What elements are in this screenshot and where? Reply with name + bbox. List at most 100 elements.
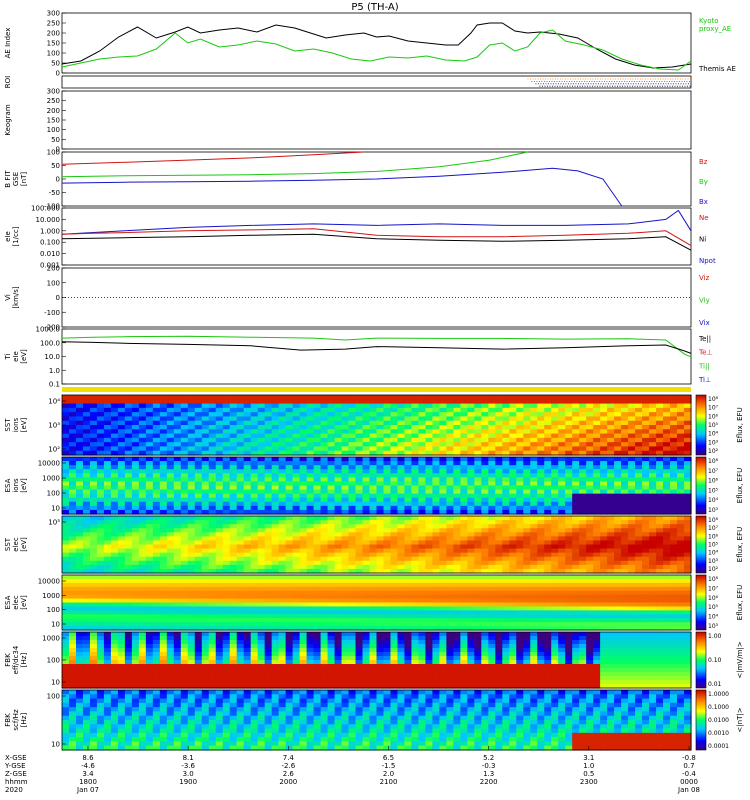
- heatmap-cell: [628, 528, 636, 533]
- heatmap-cell: [439, 536, 447, 542]
- heatmap-cell: [453, 469, 461, 474]
- heatmap-cell: [369, 626, 378, 631]
- heatmap-cell: [278, 618, 287, 623]
- heatmap-cell: [173, 395, 182, 400]
- heatmap-cell: [537, 407, 545, 413]
- heatmap-cell: [194, 594, 203, 600]
- heatmap-cell: [404, 582, 413, 588]
- heatmap-cell: [236, 578, 245, 584]
- heatmap-cell: [215, 407, 224, 413]
- heatmap-cell: [257, 493, 266, 499]
- heatmap-cell: [656, 473, 664, 478]
- heatmap-cell: [453, 520, 461, 525]
- heatmap-cell: [355, 407, 364, 413]
- heatmap-cell: [670, 509, 678, 515]
- heatmap-cell: [593, 560, 601, 566]
- heatmap-cell: [320, 497, 329, 503]
- heatmap-cell: [425, 469, 434, 474]
- colorbar-tick-label: 10⁸: [708, 517, 719, 524]
- heatmap-cell: [327, 520, 336, 525]
- heatmap-cell: [62, 469, 70, 474]
- heatmap-cell: [404, 501, 413, 507]
- heatmap-cell: [145, 437, 154, 443]
- heatmap-cell: [537, 536, 545, 542]
- heatmap-cell: [467, 407, 475, 413]
- heatmap-cell: [516, 509, 524, 515]
- heatmap-cell: [194, 586, 203, 592]
- heatmap-cell: [453, 465, 461, 470]
- heatmap-cell: [243, 509, 252, 515]
- heatmap-cell: [278, 461, 287, 466]
- heatmap-cell: [537, 501, 545, 507]
- heatmap-cell: [579, 485, 587, 491]
- heatmap-cell: [586, 407, 594, 413]
- heatmap-cell: [229, 578, 238, 584]
- heatmap-cell: [271, 556, 280, 562]
- heatmap-cell: [481, 590, 489, 596]
- heatmap-cell: [439, 618, 447, 623]
- heatmap-cell: [488, 429, 496, 435]
- heatmap-cell: [369, 501, 378, 507]
- heatmap-cell: [397, 528, 406, 533]
- heatmap-cell: [145, 442, 154, 448]
- heatmap-cell: [208, 509, 217, 515]
- heatmap-cell: [313, 594, 322, 600]
- heatmap-cell: [572, 548, 580, 554]
- heatmap-cell: [68, 505, 77, 511]
- legend-label: proxy_AE: [699, 25, 731, 33]
- heatmap-cell: [558, 618, 566, 623]
- heatmap-cell: [96, 481, 105, 487]
- heatmap-cell: [243, 560, 252, 566]
- heatmap-cell: [656, 446, 664, 452]
- heatmap-cell: [656, 412, 664, 418]
- heatmap-cell: [558, 556, 566, 562]
- ytick-label: 10⁵: [48, 519, 60, 527]
- heatmap-cell: [439, 520, 447, 525]
- heatmap-cell: [222, 578, 231, 584]
- heatmap-cell: [446, 465, 454, 470]
- heatmap-cell: [432, 626, 440, 631]
- heatmap-cell: [565, 403, 573, 409]
- heatmap-cell: [474, 469, 482, 474]
- heatmap-cell: [110, 564, 119, 570]
- heatmap-cell: [369, 528, 378, 533]
- heatmap-cell: [145, 556, 154, 562]
- heatmap-cell: [537, 485, 545, 491]
- heatmap-cell: [404, 536, 413, 542]
- heatmap-cell: [411, 407, 420, 413]
- heatmap-cell: [131, 532, 140, 537]
- heatmap-cell: [663, 501, 671, 507]
- heatmap-cell: [355, 582, 364, 588]
- heatmap-cell: [453, 610, 461, 615]
- heatmap-cell: [432, 556, 440, 562]
- heatmap-cell: [62, 610, 70, 615]
- heatmap-cell: [621, 548, 629, 554]
- ylabel-esa_ions: ions: [12, 478, 20, 493]
- heatmap-cell: [474, 509, 482, 515]
- heatmap-cell: [306, 407, 315, 413]
- heatmap-cell: [201, 622, 210, 627]
- heatmap-cell: [572, 524, 580, 529]
- heatmap-cell: [362, 457, 371, 462]
- heatmap-cell: [530, 552, 538, 558]
- heatmap-cell: [180, 485, 189, 491]
- heatmap-cell: [642, 497, 650, 503]
- heatmap-cell: [523, 560, 531, 566]
- heatmap-cell: [82, 556, 91, 562]
- heatmap-cell: [565, 606, 573, 611]
- heatmap-cell: [110, 505, 119, 511]
- heatmap-cell: [565, 586, 573, 592]
- heatmap-cell: [411, 420, 420, 426]
- heatmap-cell: [684, 556, 692, 562]
- heatmap-cell: [180, 493, 189, 499]
- heatmap-cell: [187, 477, 196, 483]
- heatmap-cell: [257, 416, 266, 422]
- heatmap-cell: [145, 516, 154, 521]
- heatmap-cell: [593, 497, 601, 503]
- heatmap-cell: [565, 433, 573, 439]
- heatmap-cell: [68, 407, 77, 413]
- heatmap-cell: [62, 457, 70, 462]
- heatmap-cell: [201, 450, 210, 456]
- heatmap-cell: [103, 568, 112, 574]
